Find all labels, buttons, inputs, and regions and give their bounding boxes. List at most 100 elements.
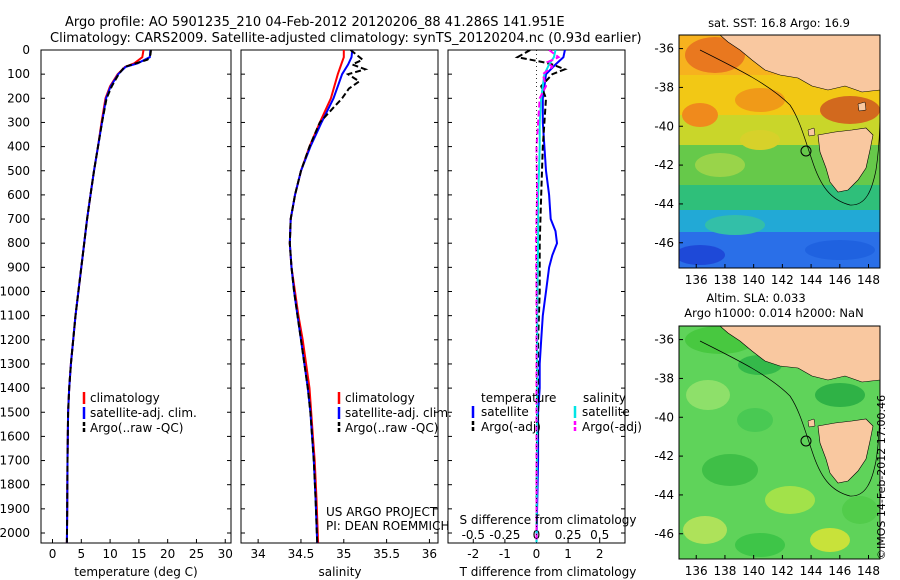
legend-label: climatology	[345, 391, 415, 405]
depth-tick-label: 1800	[0, 478, 30, 492]
x-tick-label: 34	[250, 547, 265, 561]
x-tick-label: -2	[467, 547, 479, 561]
lat-tick-label: -38	[654, 80, 674, 94]
x-tick-label: 0	[533, 547, 541, 561]
temperature-xlabel: temperature (deg C)	[74, 565, 197, 579]
legend-label: Argo(..raw -QC)	[345, 421, 438, 435]
lon-tick-label: 146	[828, 273, 851, 287]
lon-tick-label: 138	[713, 273, 736, 287]
lat-tick-label: -44	[654, 197, 674, 211]
salinity-xlabel: salinity	[318, 565, 361, 579]
depth-tick-label: 700	[7, 212, 30, 226]
x-tick-label: 34.5	[288, 547, 315, 561]
lon-tick-label: 142	[771, 564, 794, 578]
sla-map-title-1: Altim. SLA: 0.033	[706, 291, 805, 305]
x-tick-label: -1	[499, 547, 511, 561]
sla-map	[679, 326, 880, 559]
sla-lon-axis: 136 138 140 142 144 146 148	[685, 555, 880, 578]
project-note: US ARGO PROJECT	[326, 505, 438, 519]
x-tick-label: 10	[102, 547, 117, 561]
depth-tick-label: 2000	[0, 526, 30, 540]
depth-tick-label: 500	[7, 164, 30, 178]
pi-note: PI: DEAN ROEMMICH	[326, 519, 449, 533]
x-tick-label: 1	[564, 547, 572, 561]
x-tick-label: 35	[336, 547, 351, 561]
depth-tick-label: 1700	[0, 454, 30, 468]
argo-location-marker	[800, 435, 812, 447]
s-tick-label: -0.25	[489, 528, 520, 542]
lon-tick-label: 140	[742, 273, 765, 287]
legend-label: Argo(..raw -QC)	[90, 421, 183, 435]
copyright-stamp: ©IMOS 14-Feb-2012 17:00:46	[875, 394, 888, 560]
legend-label: satellite-adj. clim.	[345, 406, 452, 420]
depth-tick-label: 600	[7, 188, 30, 202]
argo-location-marker	[800, 145, 812, 157]
lon-tick-label: 148	[857, 273, 880, 287]
s-tick-label: 0.25	[555, 528, 582, 542]
x-tick-label: 20	[160, 547, 175, 561]
lon-tick-label: 146	[828, 564, 851, 578]
sla-map-frame	[678, 325, 881, 560]
depth-tick-label: 900	[7, 260, 30, 274]
depth-tick-label: 300	[7, 115, 30, 129]
legend-title-salinity: salinity	[583, 391, 626, 405]
x-tick-label: 5	[77, 547, 85, 561]
depth-axis: 0 100 200 300 400 500 600 700 800 900 1000 1100 1200…	[0, 43, 625, 540]
x-tick-label: 36	[422, 547, 437, 561]
lon-tick-label: 144	[800, 273, 823, 287]
depth-tick-label: 1100	[0, 309, 30, 323]
depth-tick-label: 1000	[0, 285, 30, 299]
temperature-plot-frame	[40, 49, 232, 544]
legend-label: climatology	[90, 391, 160, 405]
lon-tick-label: 142	[771, 273, 794, 287]
lon-tick-label: 144	[800, 564, 823, 578]
lat-tick-label: -46	[654, 527, 674, 541]
legend-label: satellite	[582, 405, 630, 419]
series-line	[535, 50, 566, 543]
legend-label: Argo(-adj)	[481, 420, 541, 434]
x-tick-label: 35.5	[373, 547, 400, 561]
lon-tick-label: 138	[713, 564, 736, 578]
s-tick-label: -0.5	[462, 528, 485, 542]
x-tick-label: 2	[596, 547, 604, 561]
salinity-x-axis: 34 34.5 35 35.5 36	[250, 539, 437, 561]
salinity-plot-frame	[240, 49, 439, 544]
depth-tick-label: 1400	[0, 381, 30, 395]
legend-title-temperature: temperature	[481, 391, 556, 405]
series-line	[534, 50, 561, 543]
lat-tick-label: -40	[654, 410, 674, 424]
lat-tick-label: -36	[654, 42, 674, 56]
x-tick-label: 25	[189, 547, 204, 561]
lon-tick-label: 136	[685, 273, 708, 287]
difference-xlabel: T difference from climatology	[459, 565, 637, 579]
lat-tick-label: -46	[654, 236, 674, 250]
salinity-legend: climatology satellite-adj. clim. Argo(..…	[337, 391, 452, 435]
legend-label: Argo(-adj)	[582, 420, 642, 434]
lat-tick-label: -44	[654, 488, 674, 502]
temperature-x-axis: 0 5 10 15 20 25 30	[49, 539, 233, 561]
x-tick-label: 15	[131, 547, 146, 561]
lat-tick-label: -36	[654, 333, 674, 347]
series-line	[65, 50, 152, 543]
depth-tick-label: 400	[7, 140, 30, 154]
series-line	[288, 50, 369, 543]
legend-label: satellite-adj. clim.	[90, 406, 197, 420]
legend-label: satellite	[481, 405, 529, 419]
lat-tick-label: -40	[654, 119, 674, 133]
depth-tick-label: 200	[7, 91, 30, 105]
lat-tick-label: -42	[654, 158, 674, 172]
depth-tick-label: 1900	[0, 502, 30, 516]
sst-map	[679, 35, 880, 268]
depth-tick-label: 0	[22, 43, 30, 57]
difference-legend: temperature salinity satellite Argo(-adj…	[471, 391, 642, 434]
header-line-2: Climatology: CARS2009. Satellite-adjuste…	[50, 31, 642, 46]
lon-tick-label: 140	[742, 564, 765, 578]
header-line-1: Argo profile: AO 5901235_210 04-Feb-2012…	[65, 15, 565, 30]
depth-tick-label: 1300	[0, 357, 30, 371]
lon-tick-label: 136	[685, 564, 708, 578]
lon-tick-label: 148	[857, 564, 880, 578]
depth-tick-label: 1200	[0, 333, 30, 347]
depth-tick-label: 1600	[0, 429, 30, 443]
sla-lat-axis: -36 -38 -40 -42 -44 -46	[654, 333, 683, 541]
